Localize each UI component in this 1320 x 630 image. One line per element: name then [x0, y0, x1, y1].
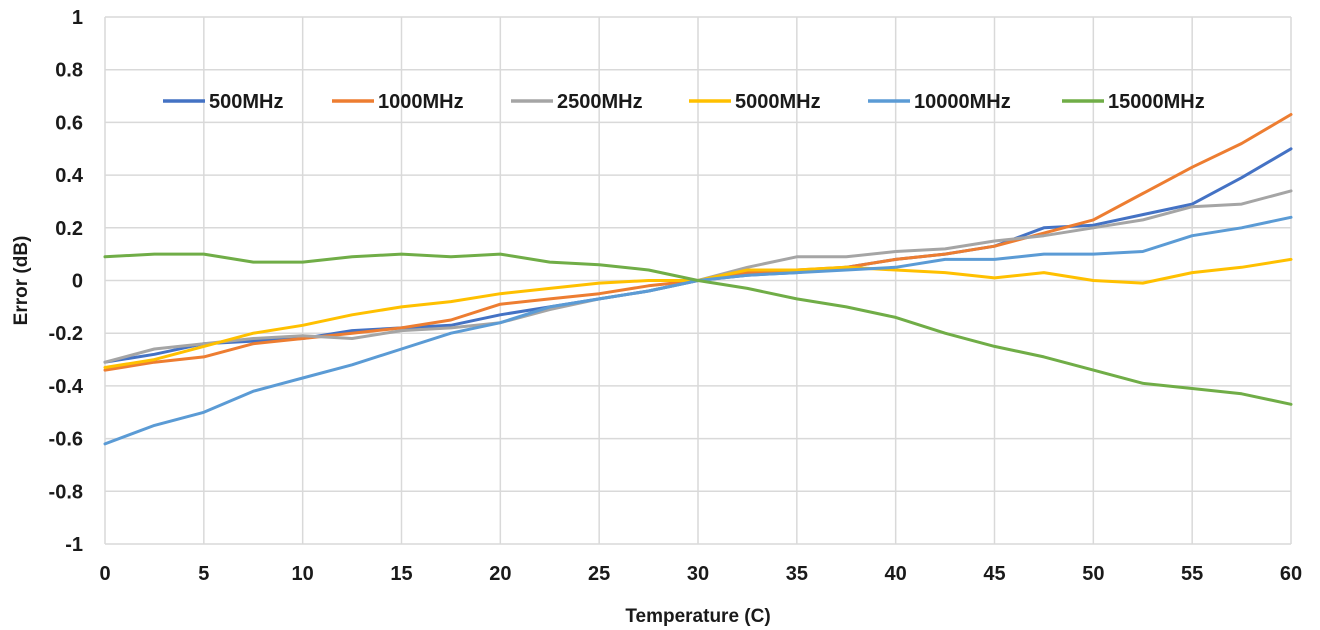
legend-label: 500MHz — [209, 91, 283, 113]
x-tick-label: 60 — [1280, 563, 1302, 585]
y-tick-label: -1 — [65, 534, 83, 556]
legend-label: 2500MHz — [557, 91, 643, 113]
series-line-15000mhz — [103, 252, 1293, 406]
x-tick-label: 0 — [99, 563, 110, 585]
y-tick-label: -0.4 — [49, 376, 84, 398]
y-tick-label: -0.2 — [49, 323, 83, 345]
x-tick-label: 15 — [390, 563, 412, 585]
x-tick-label: 10 — [292, 563, 314, 585]
x-tick-label: 45 — [983, 563, 1005, 585]
x-axis-title: Temperature (C) — [625, 606, 770, 627]
y-tick-label: 0.2 — [55, 218, 83, 240]
x-tick-label: 40 — [885, 563, 907, 585]
legend: 500MHz 1000MHz 2500MHz 5000MHz 10000MHz 15000… — [163, 91, 1205, 113]
y-tick-label: 0.6 — [55, 112, 83, 134]
legend-label: 15000MHz — [1108, 91, 1205, 113]
x-tick-label: 25 — [588, 563, 610, 585]
y-tick-label: 1 — [72, 7, 83, 29]
x-tick-label: 50 — [1082, 563, 1104, 585]
legend-label: 10000MHz — [914, 91, 1011, 113]
y-tick-label: -0.6 — [49, 429, 83, 451]
y-tick-label: 0.8 — [55, 60, 83, 82]
x-tick-label: 5 — [198, 563, 209, 585]
legend-label: 5000MHz — [735, 91, 821, 113]
x-tick-label: 30 — [687, 563, 709, 585]
x-tick-label: 55 — [1181, 563, 1203, 585]
x-tick-label: 35 — [786, 563, 808, 585]
legend-label: 1000MHz — [378, 91, 464, 113]
tick-labels: 1 0.8 0.6 0.4 0.2 0 -0.2 -0.4 -0.6 -0.8 -1 0 5 10 15 20… — [49, 7, 1303, 585]
series-lines — [103, 113, 1293, 446]
y-tick-label: 0.4 — [55, 165, 84, 187]
y-axis-title: Error (dB) — [11, 236, 32, 326]
x-tick-label: 20 — [489, 563, 511, 585]
y-tick-label: 0 — [72, 271, 83, 293]
y-tick-label: -0.8 — [49, 481, 83, 503]
